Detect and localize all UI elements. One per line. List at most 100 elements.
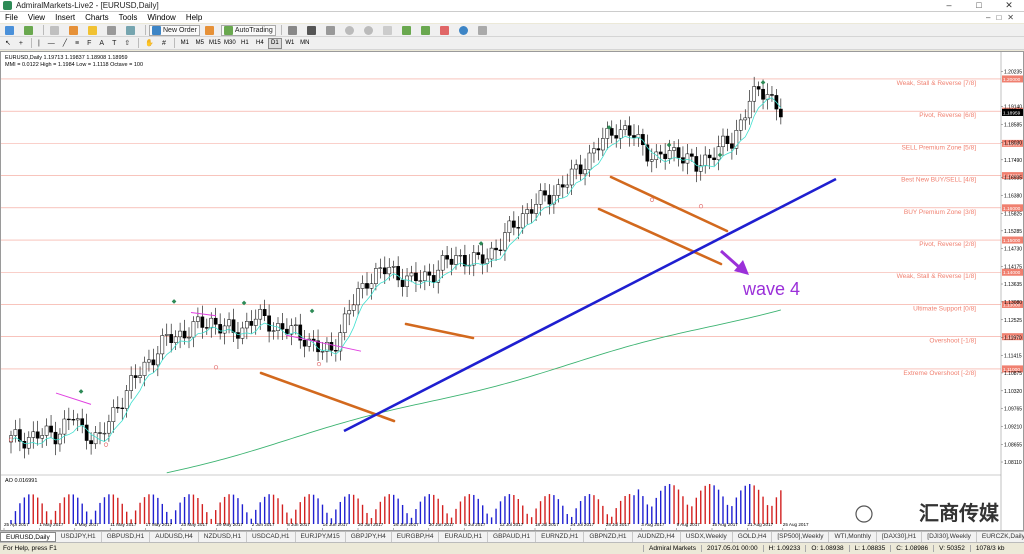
timeframe-m15[interactable]: M15 <box>209 40 221 46</box>
vertical-line-tool[interactable]: | <box>37 39 40 47</box>
metaeditor-button[interactable] <box>202 25 219 36</box>
profiles-button[interactable] <box>21 25 38 36</box>
symbol-tab[interactable]: GBPNZD,H1 <box>584 532 633 542</box>
murrey-price-tag-text: 1.20000 <box>1003 77 1021 83</box>
templates-button[interactable] <box>475 25 492 36</box>
timeframe-h4[interactable]: H4 <box>256 40 264 46</box>
hand-tool[interactable]: ✋ <box>145 40 154 47</box>
timeframe-m5[interactable]: M5 <box>195 40 205 46</box>
tester-icon <box>126 25 135 35</box>
up-fractal: ◆ <box>172 299 177 305</box>
timeframe-w1[interactable]: W1 <box>285 40 295 46</box>
price-tick-label: 1.09765 <box>1004 407 1022 413</box>
chart-shift-button[interactable] <box>418 25 435 36</box>
symbol-tab[interactable]: EURAUD,H1 <box>439 532 489 542</box>
symbol-tab[interactable]: USDX,Weekly <box>681 532 733 542</box>
cursor-tool[interactable]: ↖ <box>5 40 11 47</box>
murrey-level-label: Weak, Stall & Reverse [7/8] <box>897 80 977 87</box>
data-window-button[interactable] <box>66 25 83 36</box>
menu-tools[interactable]: Tools <box>118 13 138 22</box>
symbol-tab[interactable]: GBPUSD,H1 <box>102 532 151 542</box>
minimize-button[interactable]: – <box>946 0 952 10</box>
chart-window[interactable]: Weak, Stall & Reverse [7/8] 1.20000 Pivot,… <box>0 51 1024 531</box>
timeframe-m1[interactable]: M1 <box>180 40 190 46</box>
symbol-tab[interactable]: USDJPY,H1 <box>56 532 102 542</box>
status-high: O: 1.08938 <box>805 545 848 552</box>
symbol-tab[interactable]: EURNZD,H1 <box>536 532 585 542</box>
close-button[interactable]: ✕ <box>1005 0 1013 10</box>
murrey-price-tag <box>1002 365 1023 373</box>
timeframe-m30[interactable]: M30 <box>224 40 236 46</box>
mdi-minimize-button[interactable]: – <box>986 13 991 22</box>
symbol-tab[interactable]: EURGBP,H4 <box>392 532 440 542</box>
timeframe-h1[interactable]: H1 <box>241 40 249 46</box>
menu-help[interactable]: Help <box>185 13 203 22</box>
indicators-button[interactable] <box>437 25 454 36</box>
menu-file[interactable]: File <box>5 13 18 22</box>
menu-insert[interactable]: Insert <box>55 13 76 22</box>
tile-windows-button[interactable] <box>380 25 397 36</box>
new-chart-button[interactable] <box>2 25 19 36</box>
text-tool[interactable]: A <box>99 39 105 47</box>
symbol-tab[interactable]: WTI,Monthly <box>829 532 877 542</box>
candle-body <box>18 429 22 442</box>
symbol-tab[interactable]: AUDNZD,H4 <box>633 532 681 542</box>
murrey-level-label: Extreme Overshoot [-2/8] <box>903 370 976 377</box>
symbol-tab[interactable]: [SP500],Weekly <box>772 532 830 542</box>
standard-toolbar: New Order AutoTrading <box>0 24 1024 37</box>
menu-window[interactable]: Window <box>147 13 176 22</box>
symbol-tab[interactable]: EURUSD,Daily <box>0 532 56 542</box>
candle-body <box>756 86 761 90</box>
symbol-tab[interactable]: GBPJPY,H4 <box>346 532 392 542</box>
autotrading-button[interactable]: AutoTrading <box>220 24 276 36</box>
templates-icon <box>477 25 487 35</box>
candle-body <box>609 128 614 136</box>
symbol-tabs: EURUSD,Daily USDJPY,H1 GBPUSD,H1 AUDUSD,H4 N… <box>0 531 1024 542</box>
candle-body <box>107 421 111 434</box>
price-chart[interactable]: Weak, Stall & Reverse [7/8] 1.20000 Pivot,… <box>1 52 1023 530</box>
symbol-tab[interactable]: [DAX30],H1 <box>877 532 923 542</box>
horizontal-line-tool[interactable]: — <box>47 39 55 47</box>
symbol-tab[interactable]: AUDUSD,H4 <box>150 532 199 542</box>
candle-body <box>93 432 98 445</box>
symbol-tab[interactable]: GBPAUD,H1 <box>488 532 537 542</box>
candle-body <box>449 258 454 265</box>
candle-body <box>752 86 756 102</box>
symbol-tab[interactable]: [DJI30],Weekly <box>922 532 977 542</box>
periods-button[interactable] <box>456 25 473 36</box>
grid-tool[interactable]: # <box>161 39 166 47</box>
navigator-button[interactable] <box>85 25 102 36</box>
new-order-button[interactable]: New Order <box>149 24 200 36</box>
up-fractal: ◆ <box>667 143 672 149</box>
mdi-close-button[interactable]: ✕ <box>1007 13 1014 22</box>
fibonacci-tool[interactable]: F <box>87 39 92 47</box>
date-tick-label: 25 Aug 2017 <box>783 522 809 527</box>
trendline-tool[interactable]: ╱ <box>62 40 68 47</box>
label-tool[interactable]: T <box>112 39 117 47</box>
line-chart-button[interactable] <box>323 25 340 36</box>
zoom-out-button[interactable] <box>361 25 378 36</box>
symbol-tab[interactable]: NZDUSD,H1 <box>199 532 247 542</box>
menu-charts[interactable]: Charts <box>85 13 109 22</box>
symbol-tab[interactable]: USDCAD,H1 <box>247 532 296 542</box>
symbol-tab[interactable]: GOLD,H4 <box>733 532 773 542</box>
arrows-tool[interactable]: ⇧ <box>124 40 131 47</box>
zoom-in-button[interactable] <box>342 25 359 36</box>
maximize-button[interactable]: □ <box>976 0 982 10</box>
bar-chart-button[interactable] <box>285 25 302 36</box>
symbol-tab[interactable]: EURCZK,Daily <box>977 532 1024 542</box>
timeframe-d1[interactable]: D1 <box>267 37 282 49</box>
crosshair-tool[interactable]: + <box>18 39 23 47</box>
mdi-restore-button[interactable]: □ <box>996 13 1002 22</box>
tester-button[interactable] <box>123 25 140 36</box>
candlestick-button[interactable] <box>304 25 321 36</box>
candle-body <box>98 432 102 434</box>
market-watch-button[interactable] <box>47 25 64 36</box>
menu-view[interactable]: View <box>27 13 46 22</box>
autoscroll-button[interactable] <box>399 25 416 36</box>
timeframe-mn[interactable]: MN <box>300 40 310 46</box>
up-fractal: ◆ <box>761 80 766 86</box>
channel-tool[interactable]: ≡ <box>75 39 80 47</box>
terminal-button[interactable] <box>104 25 121 36</box>
symbol-tab[interactable]: EURJPY,M15 <box>296 532 346 542</box>
